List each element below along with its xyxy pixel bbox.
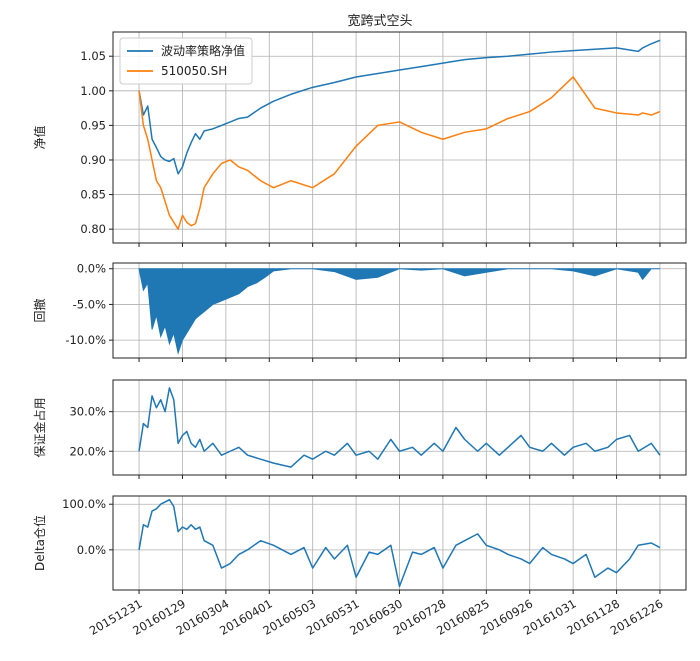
y-axis-label: Delta仓位: [32, 515, 47, 571]
series-line-2: [138, 76, 661, 230]
panel-1: 0.80 0.85 0.90 0.95 1.00 1.05 净值 波动率策略净值 510050.…: [32, 31, 687, 247]
panel-3: 20.0% 30.0% 保证金占用: [32, 379, 687, 479]
legend-label: 波动率策略净值: [161, 43, 245, 58]
legend: 波动率策略净值 510050.SH: [119, 37, 253, 85]
y-tick-label: 0.80: [80, 222, 106, 236]
drawdown-area: [138, 268, 660, 355]
y-tick-label: 0.85: [80, 188, 106, 202]
series-line-1: [138, 39, 661, 175]
grid: [113, 380, 686, 475]
y-tick-label: 0.0%: [77, 262, 106, 276]
y-tick-label: -5.0%: [73, 297, 106, 311]
series-line-1: [138, 498, 661, 588]
y-tick-label: 100.0%: [62, 497, 106, 511]
y-axis-label: 回撤: [32, 298, 47, 322]
panel-4: 0.0% 100.0% Delta仓位: [32, 495, 687, 594]
legend-box: [119, 37, 253, 85]
y-tick-label: 0.95: [80, 118, 106, 132]
legend-label: 510050.SH: [161, 64, 227, 78]
y-axis-label: 保证金占用: [32, 397, 47, 457]
y-tick-label: -10.0%: [65, 333, 106, 347]
grid: [113, 496, 686, 590]
y-tick-label: 20.0%: [69, 444, 106, 458]
y-tick-label: 1.05: [80, 49, 106, 63]
figure-title: 宽跨式空头: [347, 13, 412, 29]
panel-2: -10.0% -5.0% 0.0% 回撤: [32, 262, 687, 362]
y-tick-label: 1.00: [80, 84, 106, 98]
y-axis-label: 净值: [32, 125, 47, 149]
y-tick-label: 0.0%: [77, 543, 106, 557]
y-tick-label: 30.0%: [69, 405, 106, 419]
y-tick-label: 0.90: [80, 153, 106, 167]
series-line-1: [138, 387, 661, 468]
